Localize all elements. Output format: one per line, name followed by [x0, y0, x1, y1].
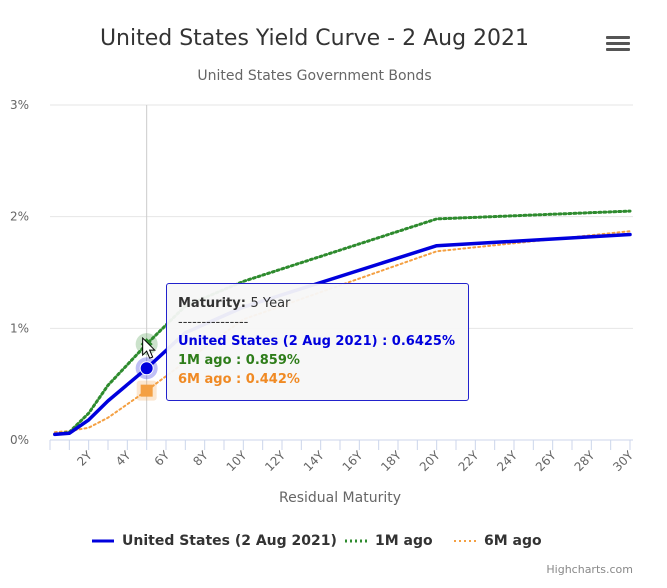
x-tick-label: 26Y	[533, 448, 559, 474]
legend-symbol-6m	[454, 540, 476, 542]
tooltip-header: Maturity: 5 Year	[178, 296, 291, 311]
x-tick-label: 22Y	[456, 448, 482, 474]
x-tick-label: 4Y	[113, 448, 134, 469]
x-tick-label: 8Y	[190, 448, 211, 469]
x-tick-label: 10Y	[224, 448, 250, 474]
y-tick-label: 2%	[10, 210, 29, 224]
tooltip-header-label: Maturity	[178, 296, 241, 311]
y-tick-label: 0%	[10, 433, 29, 447]
yield-curve-chart: 0% 1% 2% 3% 2Y 4Y 6Y 8Y 10Y 12Y 14Y 16Y 18Y 20Y 22Y 24Y…	[10, 98, 637, 506]
x-tick-label: 30Y	[610, 448, 636, 474]
legend-item-1m[interactable]: 1M ago	[345, 533, 433, 549]
legend-item-us[interactable]: United States (2 Aug 2021)	[92, 533, 337, 549]
x-axis-title: Residual Maturity	[279, 490, 401, 506]
tooltip-row-us: United States (2 Aug 2021) : 0.6425%	[178, 334, 455, 349]
x-tick-label: 16Y	[340, 448, 366, 474]
x-tick-label: 12Y	[262, 448, 288, 474]
mouse-cursor-icon	[142, 336, 156, 359]
legend-symbol-1m	[345, 539, 367, 543]
x-tick-label: 18Y	[378, 448, 404, 474]
chart-title: United States Yield Curve - 2 Aug 2021	[99, 26, 530, 51]
y-tick-label: 1%	[10, 321, 29, 335]
x-tick-label: 28Y	[572, 448, 598, 474]
tooltip-header-value: 5 Year	[250, 296, 291, 311]
legend: United States (2 Aug 2021) 1M ago 6M ago	[0, 533, 667, 553]
tooltip-row-6m: 6M ago : 0.442%	[178, 372, 300, 387]
x-tick-label: 24Y	[494, 448, 520, 474]
legend-label-6m: 6M ago	[484, 533, 542, 549]
tooltip-separator: ---------------	[178, 315, 249, 330]
x-tick-label: 6Y	[152, 448, 173, 469]
legend-item-6m[interactable]: 6M ago	[454, 533, 542, 549]
legend-label-1m: 1M ago	[375, 533, 433, 549]
x-tick-label: 20Y	[417, 448, 443, 474]
legend-label-us: United States (2 Aug 2021)	[122, 533, 337, 549]
tooltip: Maturity: 5 Year --------------- United …	[166, 283, 469, 401]
x-tick-label: 2Y	[74, 448, 95, 469]
marker-6m	[140, 384, 153, 397]
tooltip-row-1m: 1M ago : 0.859%	[178, 353, 300, 368]
credits[interactable]: Highcharts.com	[546, 563, 633, 576]
hamburger-menu-icon[interactable]	[606, 36, 630, 56]
chart-subtitle: United States Government Bonds	[197, 68, 432, 84]
y-tick-label: 3%	[10, 98, 29, 112]
x-tick-label: 14Y	[301, 448, 327, 474]
legend-symbol-us	[92, 539, 114, 543]
marker-us	[139, 361, 154, 376]
